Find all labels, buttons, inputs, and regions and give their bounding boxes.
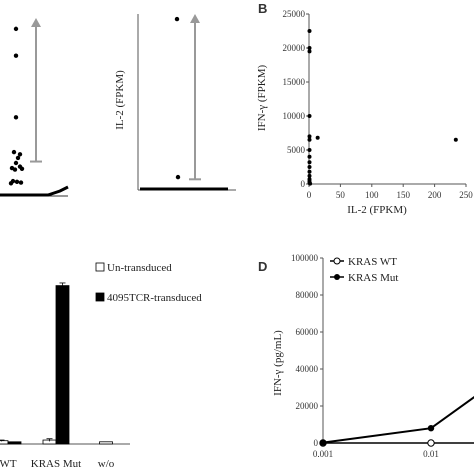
panel-a-left-point (13, 160, 19, 166)
panel-a-left-point (13, 53, 19, 58)
panel-c-category-label: WT (0, 458, 17, 470)
panel-a-right-arrow-head (190, 14, 200, 23)
panel-d-line: D IFN-γ (pg/mL) 0 20000 40000 60000 80000 100… (258, 253, 474, 459)
panel-a-left-point (13, 26, 19, 32)
panel-b-point (307, 137, 312, 142)
panel-c-legend-swatch (95, 262, 105, 272)
panel-b-y-tick-label: 0 (301, 179, 306, 189)
panel-a-left-point (19, 166, 25, 171)
panel-c-bar (99, 441, 113, 445)
panel-c-legend-label: Un-transduced (107, 262, 172, 274)
panel-b-point (307, 29, 312, 33)
panel-a-left-point (12, 167, 18, 172)
panel-d-x-tick-label: 0.001 (313, 449, 333, 459)
panel-a-left-point (11, 149, 17, 155)
panel-d-y-tick-label: 100000 (291, 253, 319, 263)
panel-b-ylabel: IFN-γ (FPKM) (256, 65, 268, 132)
panel-d-point-open (427, 439, 435, 447)
panel-d-series-line (322, 396, 474, 444)
panel-b-point (307, 134, 312, 139)
panel-d-legend-label: KRAS Mut (348, 272, 398, 284)
panel-a-right-scatter: IL-2 (FPKM) (114, 14, 236, 191)
panel-d-y-tick-label: 0 (314, 438, 319, 448)
panel-b-x-tick-label: 200 (428, 190, 442, 200)
panel-b-y-tick-label: 20000 (283, 43, 306, 53)
panel-d-point-filled (427, 425, 435, 432)
panel-b-point (307, 165, 312, 169)
panel-b-xlabel: IL-2 (FPKM) (347, 204, 407, 216)
panel-a-left-point (8, 181, 14, 186)
panel-d-y-tick-label: 40000 (296, 364, 319, 374)
panel-a-left-scatter (0, 18, 69, 197)
panel-a-left-arrow-head (31, 18, 41, 27)
panel-a-left-point (18, 180, 24, 185)
panel-b-point (307, 148, 312, 152)
panel-b-point (307, 169, 312, 174)
panel-c-legend-swatch (95, 292, 105, 302)
panel-d-y-tick-label: 60000 (296, 327, 319, 337)
panel-a-left-point (13, 115, 19, 120)
panel-b-x-tick-label: 0 (307, 190, 312, 200)
panel-b-y-tick-label: 5000 (287, 145, 306, 155)
panel-c-category-label: w/o (98, 458, 115, 470)
panel-a-left-point (14, 179, 20, 185)
panel-b-x-tick-label: 100 (365, 190, 379, 200)
panel-b-x-tick-label: 50 (336, 190, 346, 200)
panel-b-label: B (258, 1, 267, 16)
panel-b-point (307, 154, 312, 159)
panel-a-left-point (15, 155, 21, 161)
panel-c-bar (55, 285, 70, 445)
panel-b-point (307, 46, 312, 50)
panel-c-bar: WT KRAS Mut w/o Un-transduced 4095TCR-transd… (0, 262, 202, 470)
panel-d-legend-label: KRAS WT (348, 256, 397, 268)
panel-c-legend-label: 4095TCR-transduced (107, 292, 202, 304)
panel-d-x-tick-label: 0.01 (423, 449, 439, 459)
panel-b-point (307, 114, 312, 118)
panel-b-y-tick-label: 25000 (283, 9, 306, 19)
panel-d-point-filled (319, 439, 327, 446)
panel-c-bar (7, 441, 22, 445)
panel-d-legend-marker (333, 257, 341, 265)
panel-d-y-tick-label: 80000 (296, 290, 319, 300)
panel-b-y-tick-label: 15000 (283, 77, 306, 87)
panel-b-point (453, 137, 458, 142)
panel-d-y-tick-label: 20000 (296, 401, 319, 411)
panel-d-legend-marker (334, 274, 340, 280)
panel-b-point (307, 160, 312, 165)
panel-a-right-point (175, 174, 181, 180)
panel-b-point (315, 135, 320, 140)
panel-b-x-tick-label: 150 (396, 190, 410, 200)
panel-d-ylabel: IFN-γ (pg/mL) (272, 330, 284, 396)
panel-b-scatter: B IFN-γ (FPKM) IL-2 (FPKM) 0 5000 10000 150… (256, 1, 473, 216)
panel-c-category-label: KRAS Mut (31, 458, 81, 470)
panel-b-point (307, 49, 312, 54)
panel-b-y-tick-label: 10000 (283, 111, 306, 121)
panel-b-point (308, 181, 313, 186)
panel-b-x-tick-label: 250 (459, 190, 473, 200)
panel-d-label: D (258, 259, 267, 274)
panel-a-left-zero-cluster (0, 185, 69, 197)
panel-a-right-point (174, 16, 180, 22)
panel-a-right-ylabel: IL-2 (FPKM) (114, 70, 126, 130)
panel-b-point (307, 173, 312, 178)
panel-a-left-point (17, 152, 23, 157)
